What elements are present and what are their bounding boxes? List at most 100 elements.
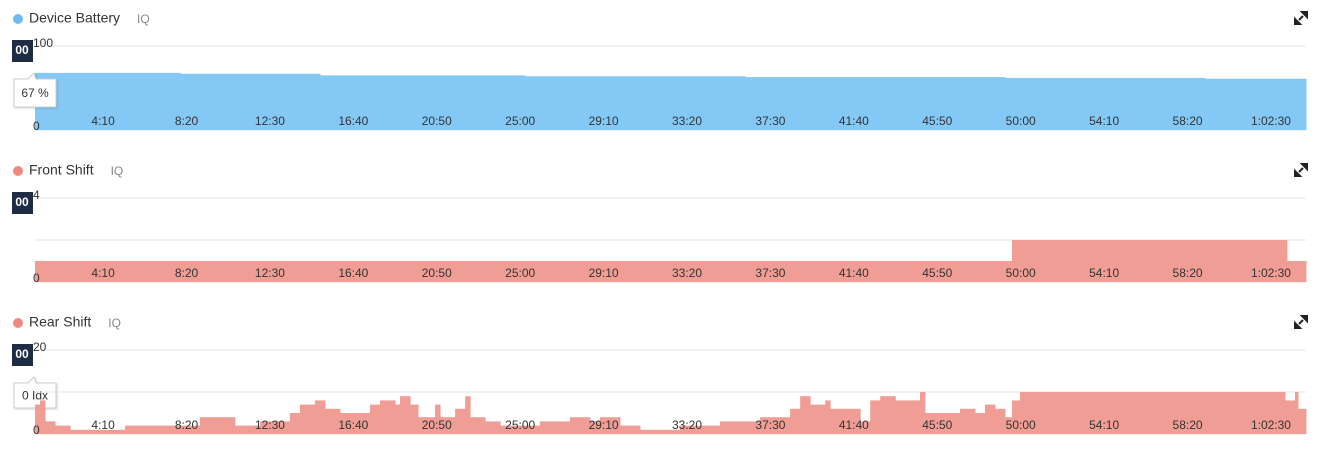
x-tick-label: 12:30 bbox=[255, 418, 285, 432]
x-tick-label: 8:20 bbox=[175, 114, 199, 128]
area-segment bbox=[1297, 408, 1307, 434]
area-segment bbox=[35, 404, 41, 434]
area-segment bbox=[199, 417, 236, 434]
area-segment bbox=[70, 429, 86, 434]
area-segment bbox=[880, 396, 896, 434]
x-tick-label: 20:50 bbox=[422, 418, 452, 432]
x-tick-label: 58:20 bbox=[1173, 114, 1203, 128]
x-tick-label: 20:50 bbox=[422, 114, 452, 128]
area-segment bbox=[259, 421, 291, 434]
y-tick-label: 4 bbox=[33, 188, 40, 202]
x-tick-label: 45:50 bbox=[922, 418, 952, 432]
area-segment bbox=[1012, 400, 1021, 434]
tag-label[interactable]: IQ bbox=[111, 164, 124, 178]
crosshair-badge-label: 00 bbox=[15, 43, 29, 57]
x-tick-label: 58:20 bbox=[1173, 418, 1203, 432]
x-tick-label: 1:02:30 bbox=[1251, 418, 1291, 432]
area-segment bbox=[810, 404, 826, 434]
x-tick-label: 25:00 bbox=[505, 266, 535, 280]
x-tick-label: 54:10 bbox=[1089, 266, 1119, 280]
expand-icon bbox=[1294, 163, 1308, 177]
chart-panel: Device Battery IQ 0 100 4:10 8:20 12:30 16:40 20… bbox=[12, 10, 1308, 133]
area-segment bbox=[470, 417, 486, 434]
x-tick-label: 29:10 bbox=[589, 114, 619, 128]
area-segment bbox=[539, 421, 571, 434]
area-segment bbox=[465, 396, 471, 434]
area-segment bbox=[1286, 261, 1307, 282]
x-tick-label: 33:20 bbox=[672, 114, 702, 128]
area-segment bbox=[939, 413, 961, 434]
area-segment bbox=[410, 404, 419, 434]
expand-button[interactable] bbox=[1294, 315, 1308, 329]
x-tick-label: 54:10 bbox=[1089, 114, 1119, 128]
area-segment bbox=[830, 408, 861, 434]
area-segment bbox=[55, 425, 71, 434]
legend-dot bbox=[13, 166, 23, 176]
area-segment bbox=[1005, 77, 1206, 130]
area-segment bbox=[35, 261, 1013, 282]
area-segment bbox=[400, 396, 411, 434]
x-tick-label: 37:30 bbox=[755, 266, 785, 280]
x-tick-label: 33:20 bbox=[672, 266, 702, 280]
area-segment bbox=[339, 413, 361, 434]
area-segment bbox=[45, 421, 56, 434]
area-segment bbox=[125, 425, 201, 434]
area-segment bbox=[745, 77, 1006, 130]
area-segment bbox=[40, 400, 46, 434]
x-tick-label: 8:20 bbox=[175, 418, 199, 432]
x-tick-label: 25:00 bbox=[505, 114, 535, 128]
area-segment bbox=[1012, 240, 1288, 282]
area-segment bbox=[995, 408, 1006, 434]
x-tick-label: 12:30 bbox=[255, 266, 285, 280]
area-segment bbox=[435, 404, 441, 434]
expand-button[interactable] bbox=[1294, 163, 1308, 177]
area-segment bbox=[569, 417, 591, 434]
legend-dot bbox=[13, 318, 23, 328]
x-tick-label: 50:00 bbox=[1006, 114, 1036, 128]
crosshair-badge-label: 00 bbox=[15, 347, 29, 361]
chart-title: Device Battery bbox=[29, 10, 120, 26]
area-segment bbox=[1020, 392, 1286, 434]
x-tick-label: 54:10 bbox=[1089, 418, 1119, 432]
tag-label[interactable]: IQ bbox=[108, 316, 121, 330]
x-tick-label: 16:40 bbox=[338, 266, 368, 280]
x-tick-label: 29:10 bbox=[589, 418, 619, 432]
area-segment bbox=[959, 408, 976, 434]
area-segment bbox=[790, 408, 801, 434]
area-segment bbox=[984, 404, 996, 434]
area-segment bbox=[760, 417, 791, 434]
area-segment bbox=[860, 421, 871, 434]
y-tick-label: 0 bbox=[33, 119, 40, 133]
tag-label[interactable]: IQ bbox=[137, 12, 150, 26]
x-tick-label: 16:40 bbox=[338, 418, 368, 432]
area-segment bbox=[924, 413, 941, 434]
area-segment bbox=[720, 421, 761, 434]
chart-title: Rear Shift bbox=[29, 314, 91, 330]
tooltip-label: 67 % bbox=[21, 86, 49, 100]
x-tick-label: 8:20 bbox=[175, 266, 199, 280]
area-segment bbox=[1284, 400, 1296, 434]
x-tick-label: 37:30 bbox=[755, 114, 785, 128]
x-tick-label: 4:10 bbox=[91, 266, 115, 280]
area-segment bbox=[589, 421, 601, 434]
expand-icon bbox=[1294, 315, 1308, 329]
x-tick-label: 50:00 bbox=[1006, 418, 1036, 432]
area-segment bbox=[324, 408, 341, 434]
x-tick-label: 50:00 bbox=[1006, 266, 1036, 280]
x-tick-label: 1:02:30 bbox=[1251, 114, 1291, 128]
x-tick-label: 20:50 bbox=[422, 266, 452, 280]
x-tick-label: 12:30 bbox=[255, 114, 285, 128]
area-segment bbox=[825, 400, 831, 434]
y-tick-label: 100 bbox=[33, 36, 53, 50]
area-segment bbox=[289, 413, 301, 434]
legend-dot bbox=[13, 14, 23, 24]
area-segment bbox=[524, 76, 746, 130]
x-tick-label: 45:50 bbox=[922, 114, 952, 128]
area-segment bbox=[180, 73, 321, 130]
area-segment bbox=[599, 417, 621, 434]
x-tick-label: 41:40 bbox=[839, 114, 869, 128]
area-segment bbox=[1204, 78, 1307, 130]
x-tick-label: 25:00 bbox=[505, 418, 535, 432]
expand-button[interactable] bbox=[1294, 11, 1308, 25]
